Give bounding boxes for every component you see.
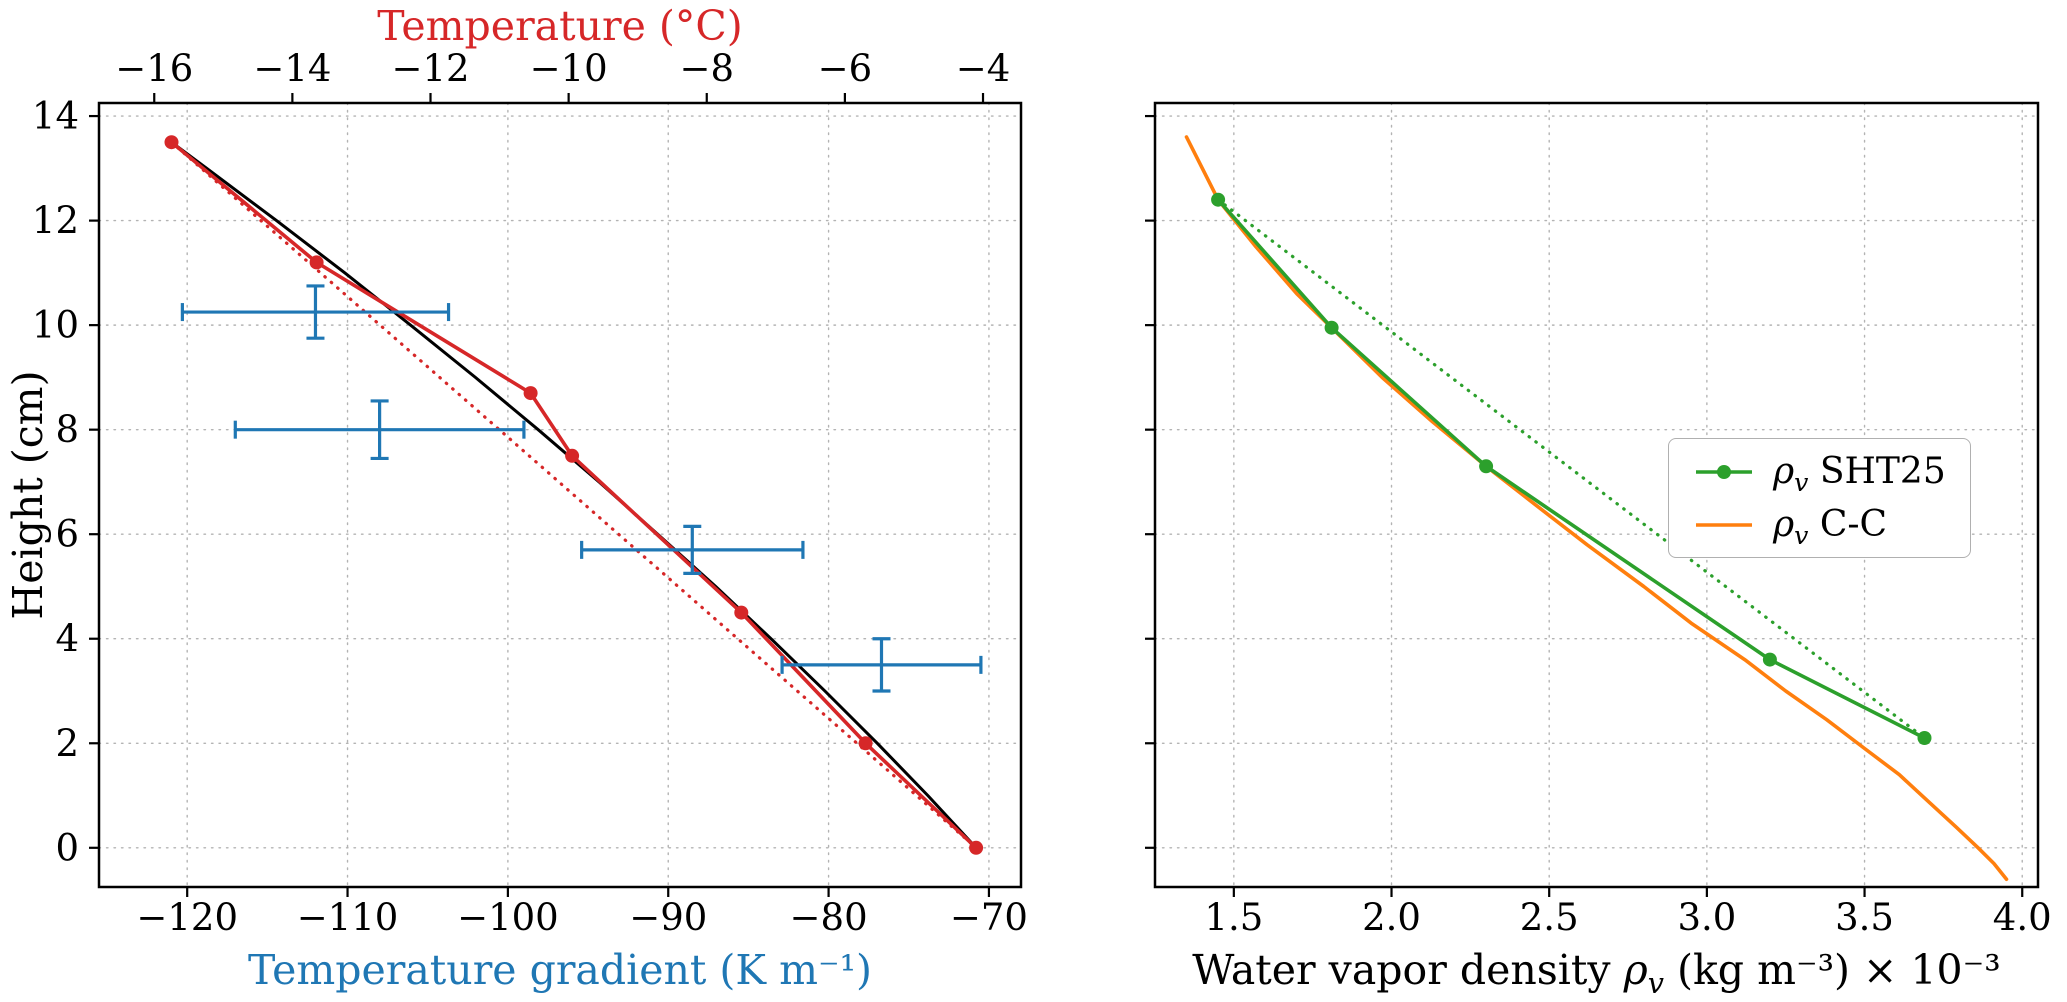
right-xlabel-post: (kg m⁻³) × 10⁻³ <box>1663 946 2001 994</box>
marker-temperature-profile <box>309 255 324 270</box>
y-tick-label: 8 <box>55 408 79 451</box>
x-tick-label: 3.5 <box>1835 896 1894 939</box>
legend-text-1: C-C <box>1808 504 1888 545</box>
left-xlabel-bottom: Temperature gradient (K m⁻¹) <box>247 946 873 994</box>
x-tick-label: −90 <box>629 896 707 939</box>
y-tick-label: 12 <box>32 199 79 242</box>
marker-rho-sht25 <box>1324 320 1339 335</box>
grid <box>98 102 1022 888</box>
y-tick-label: 2 <box>55 722 79 765</box>
right-xlabel-pre: Water vapor density <box>1192 946 1624 994</box>
marker-temperature-profile <box>523 386 538 401</box>
marker-rho-sht25 <box>1762 652 1777 667</box>
x-tick-label: −100 <box>457 896 559 939</box>
x-tick-label: 2.0 <box>1362 896 1421 939</box>
plot-frame <box>1153 101 2040 889</box>
top-tick-label: −14 <box>253 47 331 90</box>
marker-temperature-profile <box>565 448 580 463</box>
errorbars-temperature-gradient <box>180 284 983 693</box>
marker-rho-sht25 <box>1917 731 1932 745</box>
rho-subscript: v <box>1647 966 1664 1001</box>
x-tick-label: −70 <box>950 896 1028 939</box>
marker-temperature-profile <box>734 605 749 620</box>
x-tick-label: 2.5 <box>1520 896 1579 939</box>
x-tick-label: 4.0 <box>1993 896 2052 939</box>
y-tick-label: 6 <box>55 513 79 556</box>
marker-rho-sht25 <box>1479 459 1494 474</box>
legend-rho-0: ρ <box>1773 451 1795 492</box>
rho-symbol: ρ <box>1623 946 1648 994</box>
x-tick-label: 3.0 <box>1677 896 1736 939</box>
y-tick-label: 14 <box>32 95 79 138</box>
top-tick-label: −4 <box>956 47 1011 90</box>
y-tick-label: 10 <box>32 304 79 347</box>
legend-rho-1: ρ <box>1773 504 1795 545</box>
series-rho-sht25-dotted <box>1216 198 1927 740</box>
left-plot-svg: −120 −110 −100 −90 −80 −70 −16 −14 −12 −10 −8 −6 −4 0… <box>32 47 1028 939</box>
series-temperature-linear-dotted <box>169 140 978 850</box>
x-tick-label: −80 <box>790 896 868 939</box>
top-tick-label: −6 <box>818 47 873 90</box>
legend-sample-1 <box>1696 522 1752 527</box>
legend-label-1: ρv C-C <box>1773 504 1888 548</box>
top-tick-label: −16 <box>115 47 193 90</box>
legend-label-0: ρv SHT25 <box>1773 451 1946 495</box>
legend-text-0: SHT25 <box>1808 451 1946 492</box>
top-tick-label: −10 <box>530 47 608 90</box>
legend: ρv SHT25 ρv C-C <box>1668 438 1971 558</box>
legend-sub-0: v <box>1794 468 1809 498</box>
series-rho-cc <box>1184 135 2009 881</box>
left-xlabel-top: Temperature (°C) <box>377 2 743 50</box>
left-series <box>164 135 984 855</box>
tick-marks <box>1145 114 2024 897</box>
plot-frame <box>97 101 1023 889</box>
x-tick-label: −120 <box>136 896 238 939</box>
right-plot-svg: 1.5 2.0 2.5 3.0 3.5 4.0 <box>1145 101 2052 939</box>
x-tick-label: −110 <box>297 896 399 939</box>
x-tick-label: 1.5 <box>1204 896 1263 939</box>
legend-sub-1: v <box>1794 521 1809 551</box>
y-tick-label: 4 <box>55 617 79 660</box>
marker-rho-sht25 <box>1211 192 1226 207</box>
right-series <box>1184 135 2009 881</box>
right-xlabel: Water vapor density ρv (kg m⁻³) × 10⁻³ <box>1155 946 2038 998</box>
marker-temperature-profile <box>969 840 984 855</box>
top-tick-label: −8 <box>679 47 734 90</box>
top-tick-label: −12 <box>391 47 469 90</box>
left-ylabel: Height (cm) <box>4 370 52 620</box>
legend-sample-0 <box>1696 464 1752 479</box>
y-tick-label: 0 <box>55 826 79 869</box>
tick-marks <box>89 93 991 897</box>
marker-temperature-profile <box>858 736 873 751</box>
legend-item-cc: ρv C-C <box>1693 504 1946 548</box>
legend-sample-dot-0 <box>1717 464 1731 479</box>
legend-item-sht25: ρv SHT25 <box>1693 451 1946 495</box>
marker-temperature-profile <box>164 135 179 150</box>
